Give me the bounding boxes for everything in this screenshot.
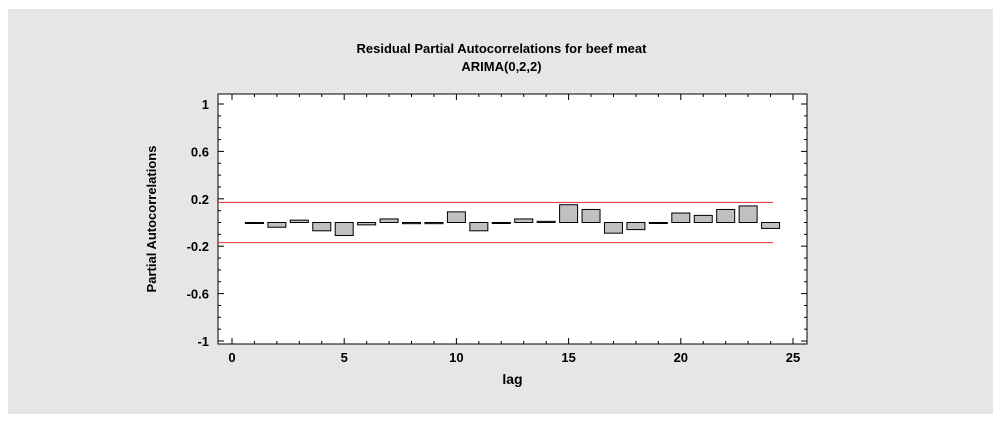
- bar-lag-12: [491, 222, 511, 224]
- x-tick-label: 5: [341, 350, 348, 365]
- y-tick-label: 0.6: [191, 144, 209, 159]
- confidence-limits: [218, 201, 773, 244]
- bar-lag-19: [648, 222, 668, 224]
- bar-lag-6: [357, 222, 377, 226]
- bar-lag-10: [446, 211, 466, 224]
- bar-lag-9: [424, 222, 444, 225]
- x-axis: 0 5 10 15 20 25: [228, 94, 800, 365]
- x-axis-label: lag: [502, 371, 522, 387]
- bar-lag-16: [581, 208, 601, 223]
- bar-lag-3: [289, 219, 309, 224]
- bar-lag-20: [671, 212, 691, 224]
- y-tick-label: -0.6: [187, 287, 209, 302]
- bar-lag-13: [514, 218, 534, 224]
- x-tick-label: 25: [786, 350, 800, 365]
- bar-lag-4: [312, 222, 332, 232]
- bars: [244, 204, 781, 237]
- bar-lag-18: [626, 222, 646, 231]
- bar-lag-14: [536, 220, 556, 224]
- bar-lag-5: [334, 222, 354, 237]
- x-tick-label: 10: [449, 350, 463, 365]
- y-tick-label: 0.2: [191, 192, 209, 207]
- x-tick-label: 20: [674, 350, 688, 365]
- bar-lag-11: [469, 222, 489, 232]
- y-tick-label: 1: [202, 97, 209, 112]
- y-axis-label: Partial Autocorrelations: [144, 146, 159, 293]
- x-tick-label: 15: [561, 350, 575, 365]
- y-tick-label: -1: [197, 334, 209, 349]
- bar-lag-8: [402, 222, 422, 225]
- chart-title: Residual Partial Autocorrelations for be…: [356, 41, 647, 56]
- bar-lag-1: [244, 222, 264, 224]
- bar-lag-22: [716, 208, 736, 223]
- bar-lag-2: [267, 222, 287, 228]
- x-tick-label: 0: [228, 350, 235, 365]
- bar-lag-15: [559, 204, 579, 224]
- bar-lag-23: [738, 205, 758, 224]
- bar-lag-21: [693, 214, 713, 223]
- bar-lag-24: [761, 222, 781, 229]
- y-tick-label: -0.2: [187, 239, 209, 254]
- bar-lag-17: [603, 222, 623, 234]
- chart-subtitle: ARIMA(0,2,2): [461, 59, 542, 74]
- y-axis: 1 0.6 0.2 -0.2 -0.6 -1: [187, 97, 807, 349]
- bar-lag-7: [379, 218, 399, 224]
